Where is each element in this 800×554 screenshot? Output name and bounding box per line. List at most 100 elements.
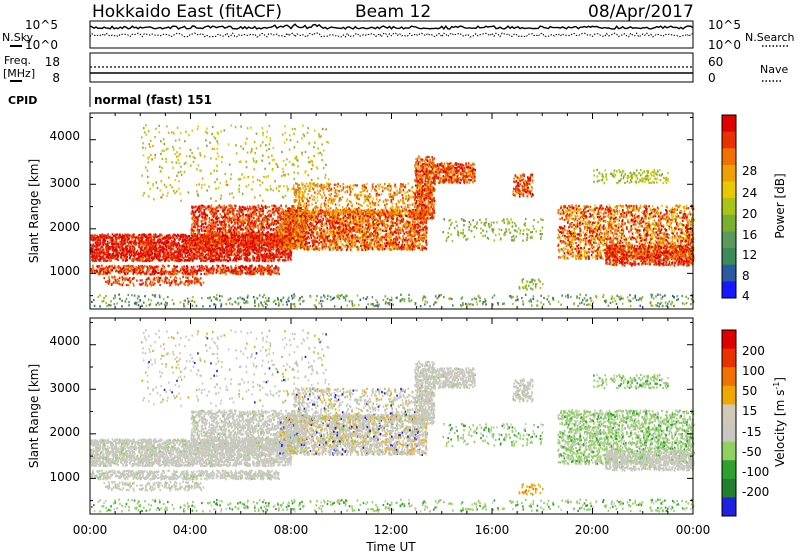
- power-cell: [164, 243, 167, 246]
- power-cell: [196, 265, 199, 268]
- power-cell: [142, 242, 144, 245]
- power-cell: [210, 209, 213, 212]
- power-cell: [185, 276, 187, 279]
- power-cell: [111, 256, 113, 259]
- power-cell: [277, 259, 280, 262]
- nsky-trace: [89, 23, 694, 31]
- power-cell: [158, 281, 160, 284]
- power-cell: [146, 244, 149, 247]
- power-cell: [257, 248, 259, 251]
- power-cell: [247, 251, 249, 254]
- power-cell: [274, 228, 276, 231]
- power-cell: [218, 257, 221, 260]
- power-cell: [139, 252, 142, 255]
- power-cell: [94, 258, 97, 261]
- power-cell: [264, 250, 267, 253]
- power-cell: [209, 242, 211, 245]
- power-cell: [180, 269, 182, 272]
- power-cell: [168, 254, 171, 257]
- power-cell: [227, 221, 229, 224]
- power-cell: [231, 250, 233, 253]
- power-cell: [272, 207, 275, 210]
- power-cell: [201, 241, 203, 244]
- power-cell: [238, 208, 241, 211]
- power-cell: [138, 258, 140, 262]
- power-cell: [223, 206, 226, 209]
- power-cell: [167, 252, 169, 255]
- power-cell: [280, 255, 282, 258]
- power-cell: [256, 241, 258, 244]
- power-cell: [249, 259, 251, 262]
- power-cell: [244, 236, 247, 240]
- power-cell: [96, 265, 98, 268]
- date-title: 08/Apr/2017: [588, 2, 694, 22]
- power-cell: [142, 266, 145, 269]
- power-cell: [215, 233, 217, 236]
- power-cell: [227, 225, 230, 228]
- power-cell: [275, 249, 277, 252]
- power-cell: [154, 242, 156, 245]
- power-cell: [255, 214, 258, 217]
- power-cell: [252, 205, 254, 208]
- power-cell: [266, 236, 269, 239]
- power-cell: [168, 255, 170, 258]
- power-cell: [194, 257, 197, 260]
- power-cell: [111, 236, 114, 239]
- power-cell: [216, 244, 219, 248]
- power-cell: [244, 227, 247, 230]
- power-cell: [230, 239, 233, 242]
- power-cell: [234, 268, 236, 271]
- power-cell: [236, 214, 238, 217]
- power-cell: [269, 215, 271, 218]
- power-cell: [158, 241, 160, 245]
- power-cell: [282, 251, 284, 254]
- power-cell: [200, 249, 203, 252]
- power-cell: [244, 252, 247, 255]
- power-cell: [192, 248, 195, 251]
- power-cell: [265, 242, 268, 246]
- power-cell: [101, 255, 103, 258]
- power-cell: [99, 234, 101, 237]
- power-cell: [217, 206, 219, 209]
- power-cell: [139, 265, 142, 269]
- power-cell: [164, 277, 166, 281]
- power-cell: [126, 241, 128, 244]
- power-cell: [102, 268, 105, 271]
- power-cell: [170, 282, 173, 285]
- power-cell: [246, 256, 248, 259]
- nave-tick-high: 60: [708, 55, 723, 69]
- power-cell: [247, 215, 250, 218]
- power-cell: [132, 254, 135, 257]
- power-cell: [174, 259, 176, 262]
- power-cell: [95, 238, 97, 241]
- power-cell: [276, 250, 279, 253]
- power-cell: [145, 234, 148, 237]
- power-cell: [92, 266, 94, 269]
- power-cell: [203, 226, 206, 229]
- power-cell: [182, 249, 185, 252]
- power-cell: [105, 265, 108, 268]
- power-cell: [130, 254, 133, 257]
- power-cell: [187, 283, 190, 286]
- power-cell: [187, 249, 189, 252]
- power-cell: [221, 264, 224, 267]
- power-cell: [158, 258, 161, 261]
- power-cell: [200, 284, 203, 287]
- power-cell: [222, 271, 224, 274]
- power-cell: [295, 233, 297, 236]
- power-cell: [272, 245, 274, 249]
- power-cell: [182, 257, 185, 260]
- power-cell: [105, 246, 107, 249]
- power-cell: [254, 272, 256, 275]
- power-cell: [163, 272, 166, 275]
- power-cell: [161, 279, 164, 282]
- power-cell: [234, 254, 237, 257]
- power-cell: [198, 225, 201, 228]
- power-cell: [267, 254, 269, 257]
- power-cell: [179, 235, 181, 238]
- power-cell: [104, 253, 106, 256]
- power-cell: [201, 234, 203, 237]
- power-cell: [138, 256, 140, 259]
- power-cell: [108, 266, 110, 269]
- power-cell: [282, 253, 284, 256]
